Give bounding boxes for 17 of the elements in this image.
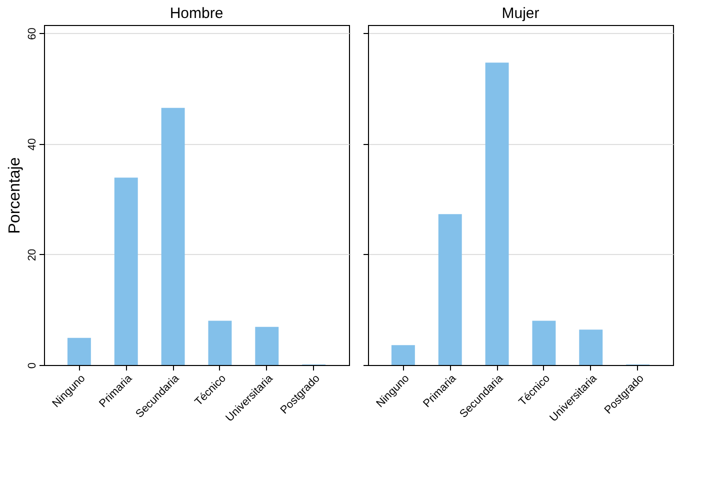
y-tick-label: 20 bbox=[26, 248, 38, 262]
bar bbox=[67, 338, 91, 365]
bar bbox=[114, 178, 138, 365]
bar bbox=[438, 214, 462, 365]
bar bbox=[391, 345, 415, 365]
bar bbox=[161, 108, 185, 365]
y-tick-label: 40 bbox=[26, 138, 38, 150]
y-tick-label: 0 bbox=[26, 362, 38, 369]
bar bbox=[208, 320, 232, 365]
bar bbox=[532, 320, 556, 365]
bar bbox=[255, 326, 279, 365]
chart-title: Mujer bbox=[502, 5, 540, 22]
bar bbox=[485, 62, 509, 365]
y-axis-title: Porcentaje bbox=[6, 157, 24, 234]
chart-title: Hombre bbox=[170, 5, 224, 22]
bar bbox=[579, 330, 603, 365]
y-tick-label: 60 bbox=[26, 28, 38, 40]
